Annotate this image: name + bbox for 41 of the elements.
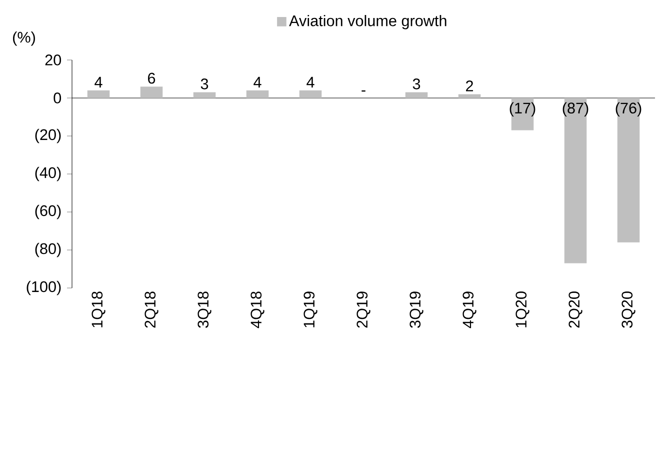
data-label: 6 (148, 72, 156, 84)
data-label: - (362, 90, 366, 92)
y-tick-label: (80) (35, 242, 61, 258)
bar (87, 90, 110, 98)
x-tick-label: 2Q19 (356, 292, 370, 328)
data-label: (87) (562, 102, 588, 117)
x-tick-label: 1Q18 (92, 292, 106, 328)
bar (511, 98, 534, 130)
x-tick-label: 1Q20 (516, 292, 530, 328)
bar (617, 98, 640, 242)
data-label: 4 (254, 76, 262, 88)
data-label: (17) (510, 102, 536, 117)
y-axis-title: (%) (13, 31, 35, 46)
y-tick-label: (20) (35, 128, 61, 144)
bar (193, 92, 216, 98)
y-tick-label: (100) (26, 280, 61, 296)
bar (405, 92, 428, 98)
x-tick-label: 3Q20 (622, 292, 636, 328)
x-tick-label: 3Q18 (198, 292, 212, 328)
data-label: 2 (466, 80, 473, 92)
bar (564, 98, 587, 264)
y-tick-label: (40) (35, 166, 61, 182)
data-label: 4 (306, 76, 314, 88)
bar (458, 94, 481, 98)
data-label: 4 (94, 76, 102, 88)
x-tick-label: 4Q18 (250, 292, 264, 328)
data-label: 3 (412, 78, 420, 90)
legend-label: Aviation volume growth (289, 14, 446, 30)
x-tick-label: 2Q18 (144, 292, 158, 328)
y-tick-label: 0 (54, 92, 62, 104)
x-tick-label: 1Q19 (304, 292, 318, 328)
bar (140, 86, 163, 98)
x-tick-label: 2Q20 (568, 292, 582, 328)
x-tick-label: 4Q19 (462, 292, 476, 328)
y-tick-label: 20 (45, 54, 62, 66)
x-tick-label: 3Q19 (410, 292, 424, 328)
bar (246, 90, 269, 98)
data-label: (76) (616, 102, 642, 117)
data-label: 3 (200, 78, 208, 90)
bar (299, 90, 322, 98)
y-tick-label: (60) (35, 204, 61, 220)
